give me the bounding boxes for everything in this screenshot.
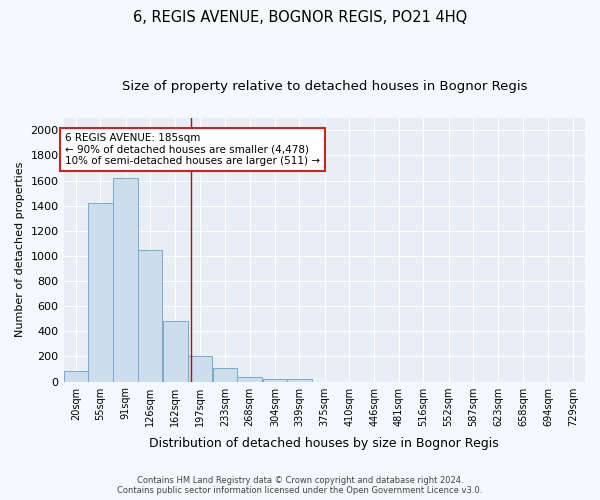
Text: 6 REGIS AVENUE: 185sqm
← 90% of detached houses are smaller (4,478)
10% of semi-: 6 REGIS AVENUE: 185sqm ← 90% of detached… — [65, 133, 320, 166]
Bar — [263, 379, 287, 382]
Bar — [213, 368, 238, 382]
Bar — [113, 178, 138, 382]
Bar — [64, 372, 88, 382]
Bar — [188, 356, 212, 382]
Bar — [163, 321, 188, 382]
Bar — [88, 203, 113, 382]
Y-axis label: Number of detached properties: Number of detached properties — [15, 162, 25, 338]
Bar — [238, 376, 262, 382]
Text: 6, REGIS AVENUE, BOGNOR REGIS, PO21 4HQ: 6, REGIS AVENUE, BOGNOR REGIS, PO21 4HQ — [133, 10, 467, 25]
Text: Contains HM Land Registry data © Crown copyright and database right 2024.
Contai: Contains HM Land Registry data © Crown c… — [118, 476, 482, 495]
X-axis label: Distribution of detached houses by size in Bognor Regis: Distribution of detached houses by size … — [149, 437, 499, 450]
Title: Size of property relative to detached houses in Bognor Regis: Size of property relative to detached ho… — [122, 80, 527, 93]
Bar — [138, 250, 163, 382]
Bar — [287, 379, 311, 382]
